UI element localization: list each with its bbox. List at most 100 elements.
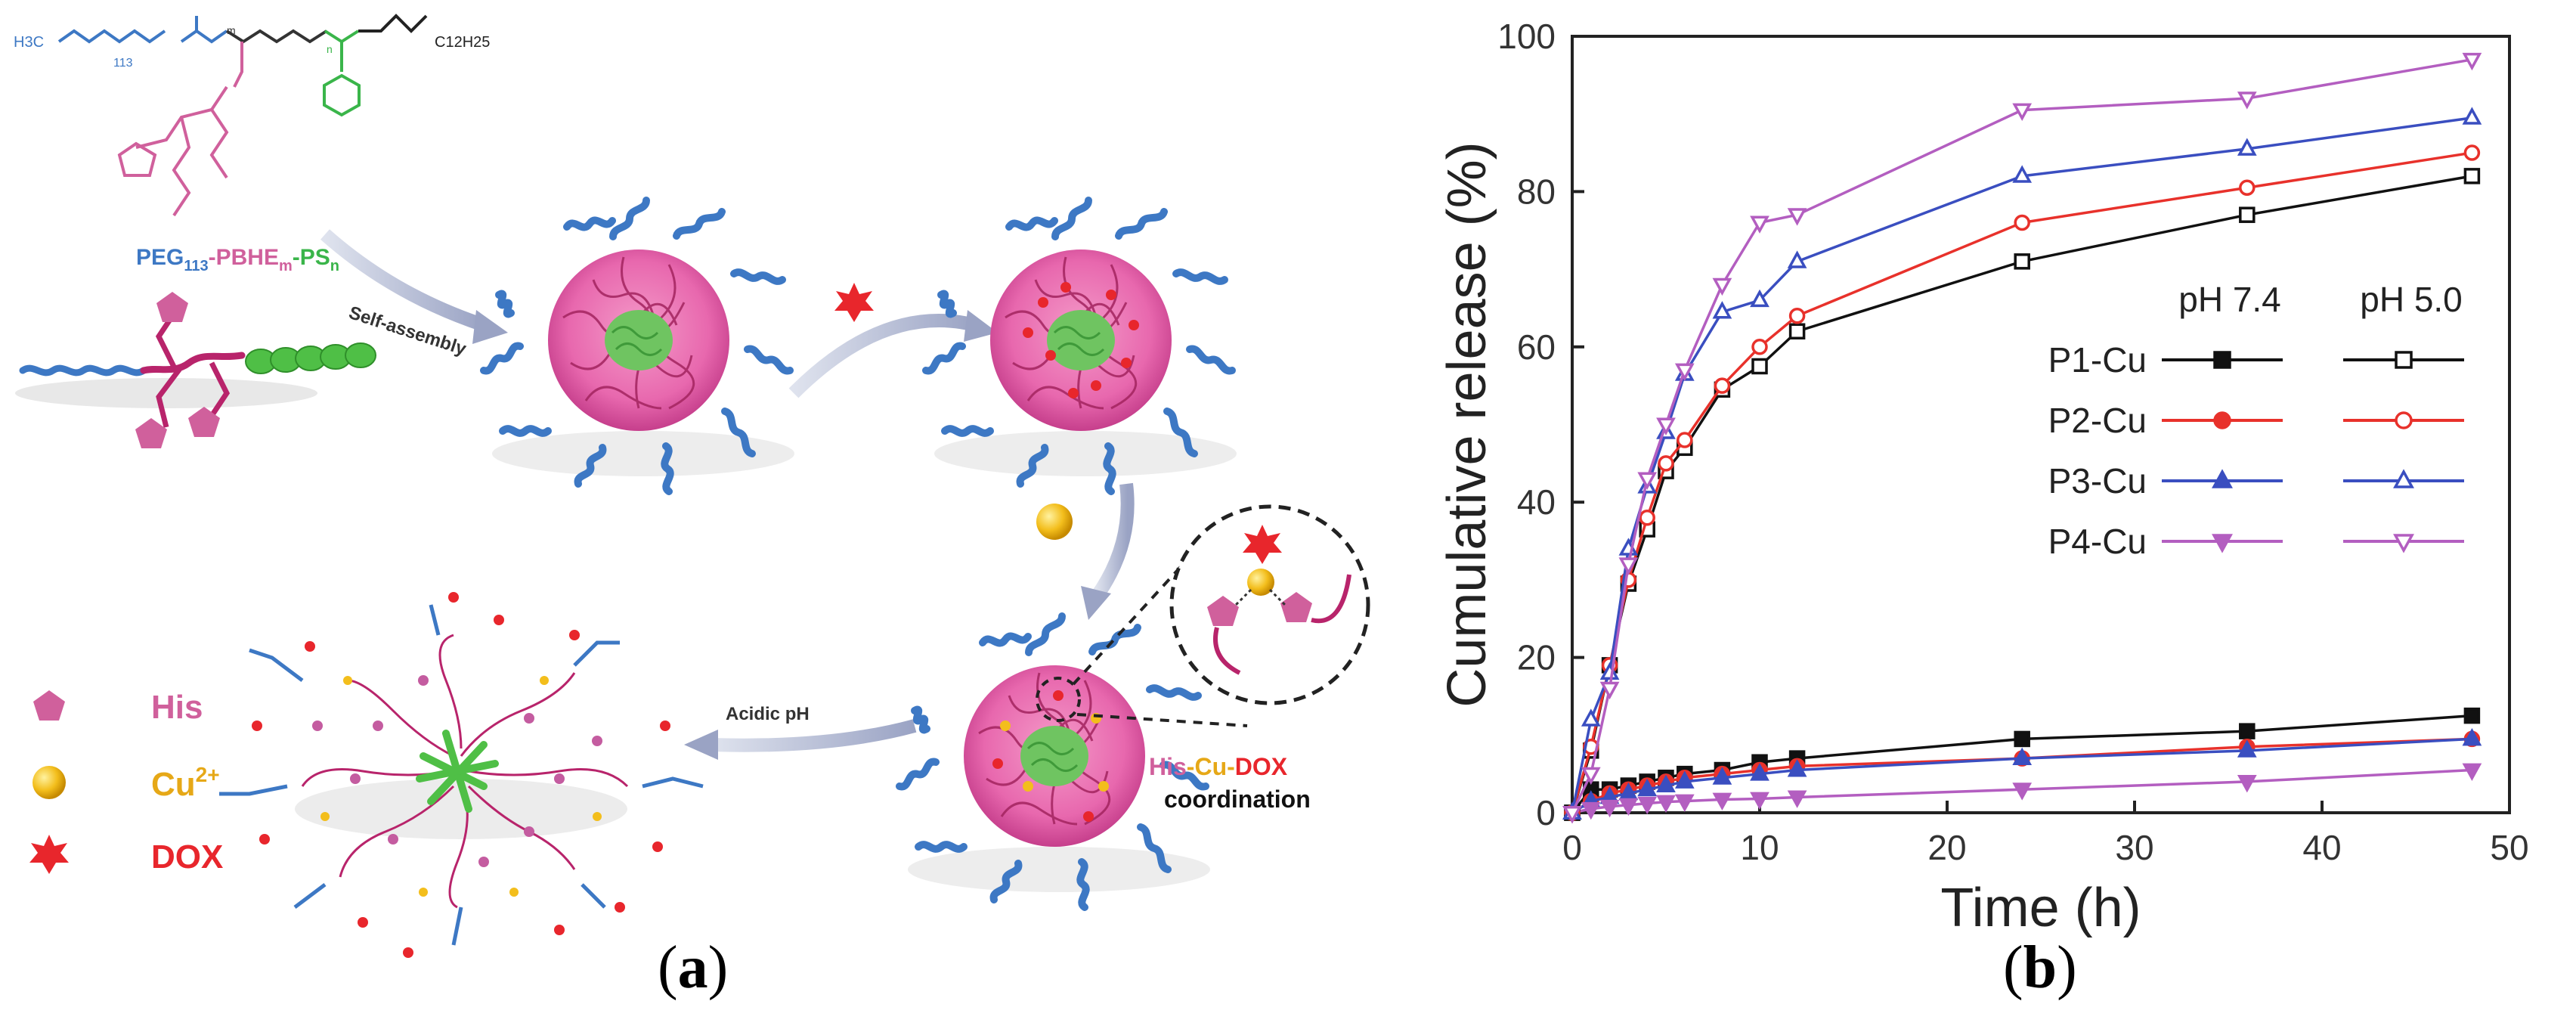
data-point bbox=[1581, 708, 1601, 727]
formula-n: n bbox=[327, 43, 333, 55]
y-tick-label: 60 bbox=[1517, 327, 1556, 367]
data-point bbox=[2012, 165, 2033, 183]
y-tick-label: 80 bbox=[1517, 172, 1556, 211]
x-tick-label: 20 bbox=[1927, 828, 1966, 867]
data-point bbox=[1712, 277, 1732, 296]
y-tick-label: 40 bbox=[1517, 482, 1556, 522]
data-point bbox=[1581, 767, 1601, 786]
y-axis-label: Cumulative release (%) bbox=[1437, 141, 1497, 707]
data-point bbox=[2237, 739, 2257, 758]
data-point bbox=[1787, 759, 1807, 777]
data-point bbox=[1751, 358, 1768, 375]
data-point bbox=[1787, 790, 1807, 808]
data-point bbox=[2462, 52, 2482, 71]
chart-series bbox=[1562, 52, 2482, 824]
data-point bbox=[2462, 763, 2482, 781]
data-point bbox=[2239, 723, 2256, 739]
data-point bbox=[1637, 796, 1658, 815]
data-point bbox=[1656, 774, 1676, 793]
data-point bbox=[2239, 206, 2256, 223]
y-tick-label: 20 bbox=[1517, 638, 1556, 677]
y-tick-label: 100 bbox=[1497, 17, 1556, 56]
data-point bbox=[1712, 767, 1732, 785]
series-p4-cu-ph50 bbox=[1562, 52, 2482, 824]
x-tick-label: 0 bbox=[1562, 828, 1582, 867]
formula-peg-sub: 113 bbox=[113, 57, 133, 70]
data-point bbox=[2462, 728, 2482, 746]
cu-dots bbox=[992, 690, 1109, 822]
data-point bbox=[1750, 215, 1769, 234]
data-point bbox=[1599, 799, 1620, 818]
data-point bbox=[2213, 351, 2231, 369]
data-point bbox=[1562, 806, 1582, 824]
legend-header: pH 7.4 bbox=[2178, 280, 2281, 319]
data-point bbox=[1618, 557, 1639, 575]
micelle-empty bbox=[484, 200, 794, 491]
caption-a: (a) bbox=[658, 934, 729, 1001]
data-point bbox=[1788, 307, 1806, 324]
data-point bbox=[2237, 774, 2257, 793]
panel-b: 0 10 20 30 40 50 0 20 40 60 80 100 pH 7.4 pH 5.0 P1-C… bbox=[1429, 0, 2576, 1028]
data-point bbox=[2212, 469, 2233, 488]
data-point bbox=[2014, 730, 2030, 748]
data-point bbox=[1750, 792, 1769, 810]
data-point bbox=[2462, 107, 2482, 125]
data-point bbox=[2012, 747, 2033, 766]
y-tick-label: 0 bbox=[1536, 793, 1556, 832]
chemical-structure: H3C 113 m n C12H25 bbox=[14, 14, 490, 217]
data-point bbox=[1674, 794, 1695, 813]
disassembled-micelle bbox=[219, 592, 704, 958]
data-point bbox=[1656, 417, 1676, 435]
x-tick-label: 50 bbox=[2490, 828, 2528, 867]
data-point bbox=[1599, 681, 1620, 700]
micelle-dox-loaded bbox=[926, 200, 1237, 491]
data-point bbox=[1637, 778, 1658, 797]
series-p2-cu-ph50 bbox=[1564, 144, 2481, 821]
legend-his-icon bbox=[33, 690, 65, 721]
chart-legend: pH 7.4 pH 5.0 P1-Cu P2-Cu P3-Cu P4-Cu bbox=[2048, 280, 2464, 561]
data-point bbox=[1750, 763, 1769, 781]
series-line bbox=[1571, 151, 2472, 814]
data-point bbox=[1639, 509, 1655, 526]
dox-dots bbox=[1023, 282, 1139, 398]
cu-ball bbox=[1036, 504, 1073, 540]
x-axis-label: Time (h) bbox=[1940, 878, 2141, 938]
legend-row-label: P4-Cu bbox=[2048, 522, 2147, 561]
formula-tail: C12H25 bbox=[435, 34, 490, 51]
data-point bbox=[2237, 138, 2257, 156]
schematic: H3C 113 m n C12H25 PEG113-PBHEm-PSn bbox=[14, 14, 1370, 958]
data-point bbox=[2393, 469, 2414, 488]
plot-frame bbox=[1571, 35, 2511, 814]
x-tick-label: 40 bbox=[2302, 828, 2341, 867]
data-point bbox=[1674, 770, 1695, 789]
data-point bbox=[2213, 411, 2231, 429]
data-point bbox=[2463, 168, 2481, 184]
formula-m: m bbox=[227, 24, 236, 36]
series-line bbox=[1571, 175, 2472, 814]
data-point bbox=[2014, 214, 2030, 231]
chart-axes: 0 10 20 30 40 50 0 20 40 60 80 100 bbox=[1497, 17, 2528, 867]
data-point bbox=[2463, 707, 2481, 724]
data-point bbox=[2395, 411, 2413, 429]
data-point bbox=[1788, 323, 1806, 340]
legend-row-label: P1-Cu bbox=[2048, 340, 2147, 380]
x-tick-label: 30 bbox=[2115, 828, 2153, 867]
data-point bbox=[1581, 801, 1601, 820]
data-point bbox=[2463, 144, 2481, 161]
series-p1-cu-ph50 bbox=[1564, 168, 2481, 821]
dox-star bbox=[834, 283, 874, 322]
legend-cu-icon bbox=[33, 766, 66, 799]
data-point bbox=[1618, 798, 1639, 817]
data-point bbox=[2012, 103, 2033, 121]
polymer-cartoon bbox=[15, 292, 376, 448]
data-point bbox=[2012, 783, 2033, 801]
data-point bbox=[1677, 432, 1693, 448]
data-point bbox=[1751, 339, 1768, 355]
data-point bbox=[1787, 208, 1807, 226]
data-point bbox=[2212, 534, 2233, 553]
data-point bbox=[2393, 534, 2414, 553]
legend-header: pH 5.0 bbox=[2360, 280, 2463, 319]
data-point bbox=[1712, 301, 1732, 319]
data-point bbox=[1674, 363, 1695, 382]
legend-row-label: P2-Cu bbox=[2048, 401, 2147, 440]
